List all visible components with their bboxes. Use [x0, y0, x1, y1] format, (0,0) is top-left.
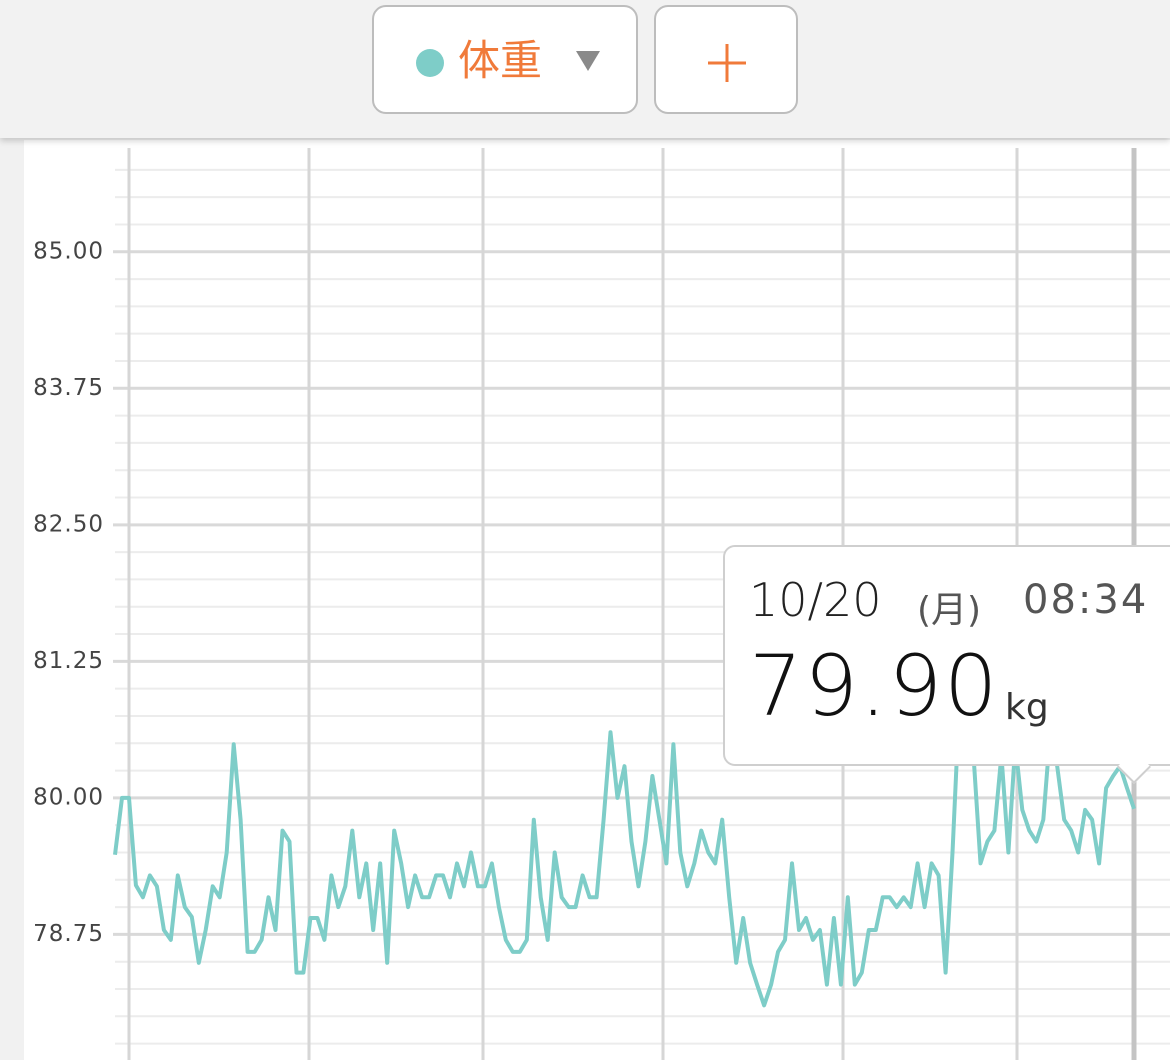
add-button[interactable]: [654, 5, 798, 114]
series-name: 体重: [458, 36, 543, 85]
series-color-dot: [416, 49, 444, 77]
tooltip: 10/20 (月) 08:34 79.90 kg: [723, 545, 1170, 766]
y-tick-label: 81.25: [33, 648, 104, 674]
toolbar: 体重: [0, 0, 1170, 138]
y-tick-label: 85.00: [33, 238, 104, 264]
dropdown-caret: [576, 51, 600, 71]
y-tick-label: 80.00: [33, 784, 104, 810]
y-tick-label: 83.75: [33, 375, 104, 401]
tooltip-date: 10/20: [749, 573, 882, 627]
vertical-grid: [127, 148, 1137, 1060]
y-axis: 78.75 80.00 81.25 82.50 83.75 85.00: [33, 238, 104, 947]
series-dropdown[interactable]: 体重: [372, 5, 638, 114]
tooltip-weekday: (月): [917, 590, 982, 631]
y-tick-label: 78.75: [33, 921, 104, 947]
plus-icon: [708, 44, 746, 82]
tooltip-time: 08:34: [1023, 577, 1149, 623]
tooltip-unit: kg: [1005, 687, 1049, 728]
y-tick-label: 82.50: [33, 511, 104, 537]
tooltip-value: 79.90: [749, 637, 1000, 735]
